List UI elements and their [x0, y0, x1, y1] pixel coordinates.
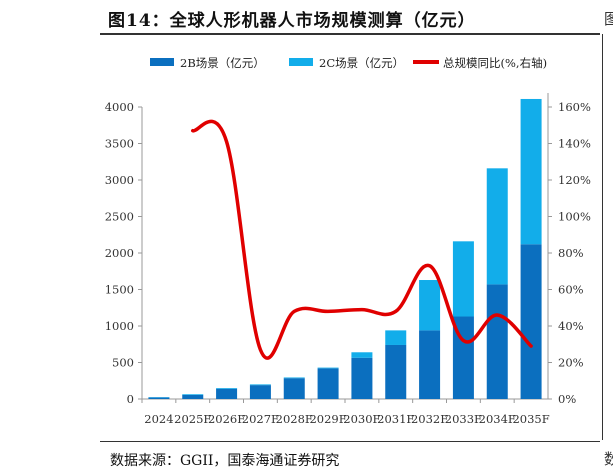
bar-2c [419, 280, 441, 331]
bar-2c [283, 377, 305, 379]
bar-2c [351, 352, 373, 358]
bar-2c [216, 388, 238, 389]
bar-2b [182, 394, 204, 399]
source-note: 数据来源：GGII，国泰海通证券研究 [110, 453, 340, 469]
bar-2b [486, 284, 508, 399]
bar-2b [283, 378, 305, 399]
y-tick-label: 2500 [105, 210, 134, 224]
y2-tick-label: 160% [558, 100, 591, 114]
x-tick-label: 2024 [144, 412, 173, 426]
bar-2c [249, 384, 271, 386]
y2-tick-label: 40% [558, 319, 584, 333]
y2-tick-label: 100% [558, 210, 591, 224]
edge-glyph-bottom: 数 [604, 450, 613, 468]
y-tick-label: 3000 [105, 173, 134, 187]
bar-2b [419, 330, 441, 399]
x-tick-label: 2027F [242, 412, 279, 426]
legend-label: 总规模同比(%,右轴) [443, 56, 547, 70]
bar-2c [182, 394, 204, 395]
bottom-rule [100, 441, 600, 442]
market-size-chart: 2B场景（亿元） 2C场景（亿元） 总规模同比(%,右轴) 0 500 1000 1500… [105, 56, 591, 426]
bar-2c [452, 241, 474, 317]
top-rule [100, 33, 600, 35]
y2-tick-label: 0% [558, 392, 576, 406]
legend-label: 2C场景（亿元） [319, 56, 404, 70]
bar-2b [385, 344, 407, 399]
edge-glyph-top: 图 [604, 10, 613, 28]
bar-2b [351, 357, 373, 399]
figure-title: 图14：全球人形机器人市场规模测算（亿元） [108, 11, 476, 31]
legend: 2B场景（亿元） 2C场景（亿元） 总规模同比(%,右轴) [150, 56, 547, 70]
legend-swatch [150, 58, 174, 66]
bars [148, 98, 542, 399]
edge-divider [602, 34, 603, 440]
bar-2c [520, 98, 542, 245]
bar-2c [486, 168, 508, 285]
bar-2c [385, 330, 407, 345]
x-tick-label: 2031F [377, 412, 414, 426]
bar-2b [520, 244, 542, 399]
y-tick-label: 2000 [105, 246, 134, 260]
axes: 0 500 1000 1500 2000 2500 3000 3500 4000 0% 20% 40%… [105, 93, 591, 426]
bar-2c [317, 367, 339, 369]
x-tick-label: 2029F [309, 412, 346, 426]
y-tick-label: 0 [127, 392, 134, 406]
x-tick-label: 2032F [411, 412, 448, 426]
y2-tick-label: 20% [558, 356, 584, 370]
x-tick-label: 2033F [445, 412, 482, 426]
y2-tick-label: 60% [558, 283, 584, 297]
x-tick-label: 2035F [512, 412, 549, 426]
x-tick-label: 2034F [479, 412, 516, 426]
x-tick-label: 2030F [343, 412, 380, 426]
y-tick-label: 3500 [105, 137, 134, 151]
bar-2b [216, 388, 238, 399]
growth-line-path [191, 119, 533, 360]
x-tick-label: 2025F [174, 412, 211, 426]
y2-tick-label: 80% [558, 246, 584, 260]
y2-tick-label: 120% [558, 173, 591, 187]
y-tick-label: 1000 [105, 319, 134, 333]
y-tick-label: 1500 [105, 283, 134, 297]
growth-line [191, 119, 533, 360]
y2-tick-label: 140% [558, 137, 591, 151]
legend-swatch [289, 58, 313, 66]
x-tick-label: 2026F [208, 412, 245, 426]
x-tick-label: 2028F [276, 412, 313, 426]
bar-2b [452, 316, 474, 399]
y-tick-label: 500 [112, 356, 134, 370]
y-tick-label: 4000 [105, 100, 134, 114]
bar-2b [249, 385, 271, 399]
bar-2b [317, 368, 339, 399]
bar-2b [148, 397, 170, 399]
legend-label: 2B场景（亿元） [180, 56, 265, 70]
